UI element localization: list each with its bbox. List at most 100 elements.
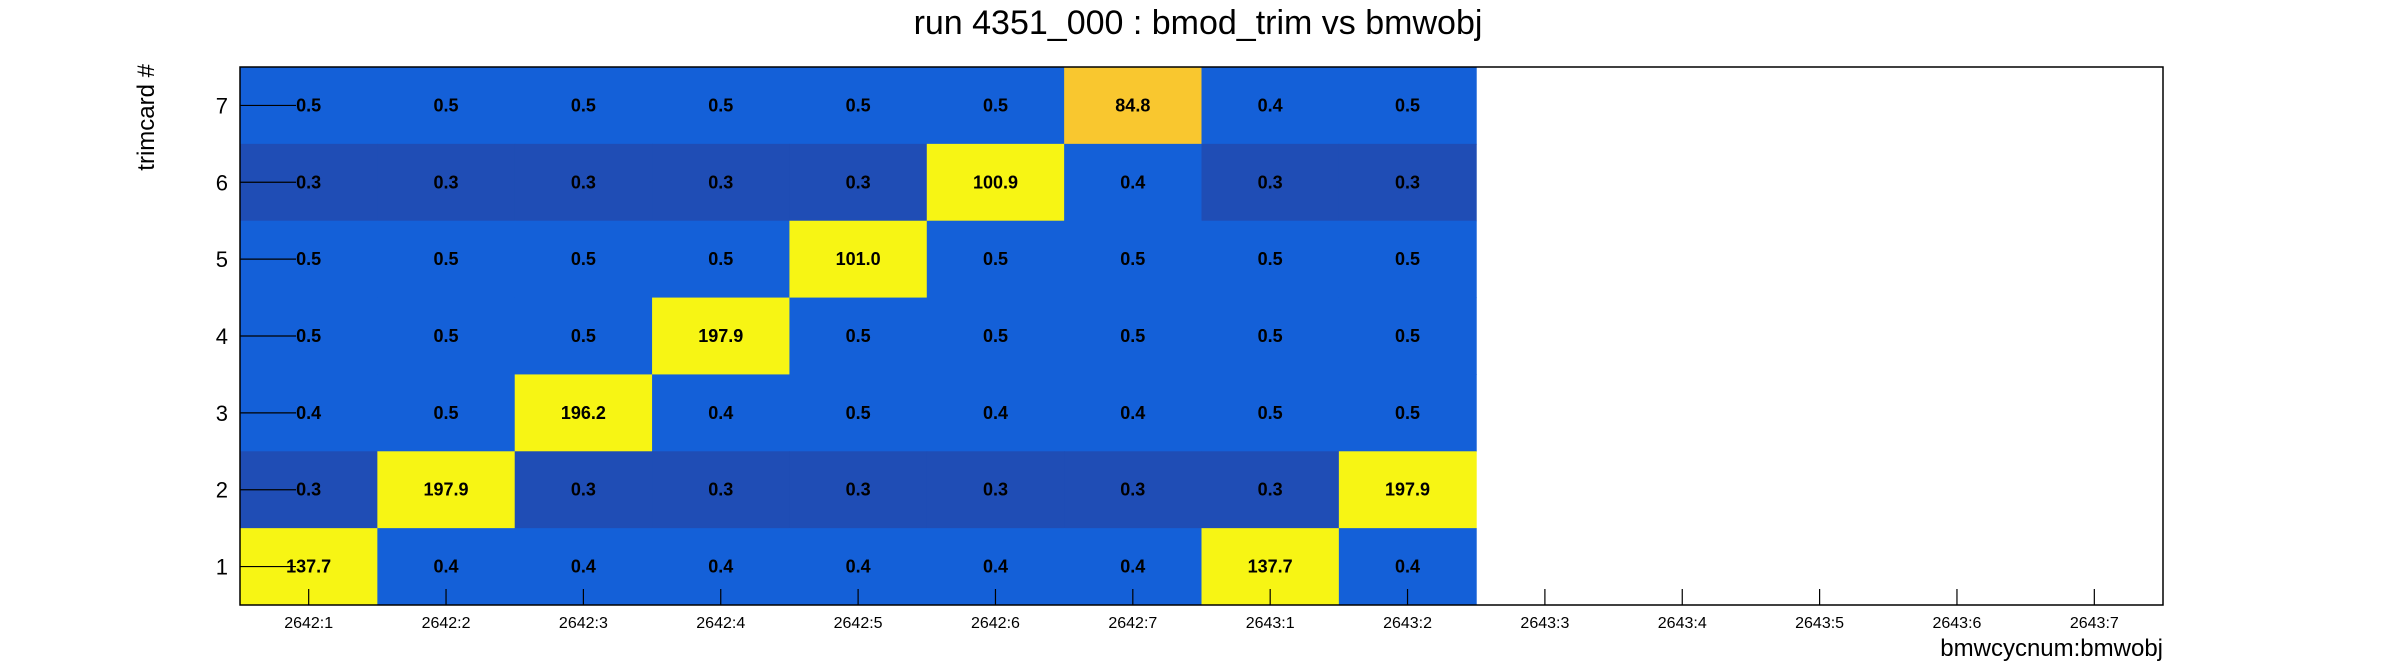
heatmap-cell xyxy=(652,143,790,222)
cell-value-label: 0.3 xyxy=(846,172,871,192)
heatmap-cell xyxy=(789,143,928,222)
heatmap-cell xyxy=(926,143,1065,222)
heatmap-cell xyxy=(789,220,928,299)
cell-value-label: 0.3 xyxy=(571,480,596,500)
heatmap-cell xyxy=(1201,451,1340,529)
y-axis-title: trimcard # xyxy=(133,63,160,170)
heatmap-cell xyxy=(1338,67,1477,145)
cell-value-label: 0.5 xyxy=(846,326,871,346)
cell-value-label: 0.4 xyxy=(983,557,1008,577)
heatmap-cell xyxy=(1064,374,1202,452)
x-tick-label: 2642:5 xyxy=(834,615,883,632)
x-axis-title: bmwcycnum:bmwobj xyxy=(1940,635,2163,662)
cell-value-label: 0.5 xyxy=(1395,403,1420,423)
x-tick-label: 2642:6 xyxy=(971,615,1020,632)
heatmap-cell xyxy=(377,451,516,529)
cell-value-label: 0.4 xyxy=(708,557,733,577)
heatmap-cell xyxy=(1338,143,1477,222)
cell-value-label: 0.5 xyxy=(983,249,1008,269)
heatmap-cell xyxy=(1064,67,1202,145)
cell-value-label: 0.3 xyxy=(1258,172,1283,192)
cell-value-label: 197.9 xyxy=(424,480,469,500)
plot-frame xyxy=(239,66,2164,606)
heatmap-cell xyxy=(377,143,516,222)
cell-value-label: 0.3 xyxy=(1395,172,1420,192)
heatmap-cell xyxy=(1201,220,1340,299)
heatmap-cell xyxy=(652,297,790,375)
x-tick-label: 2642:3 xyxy=(559,615,608,632)
heatmap-cell xyxy=(514,297,653,375)
heatmap-cell xyxy=(1338,374,1477,452)
cell-value-label: 0.4 xyxy=(571,557,596,577)
cell-value-label: 0.5 xyxy=(571,95,596,115)
heatmap-cell xyxy=(1064,220,1202,299)
cell-value-label: 0.5 xyxy=(846,403,871,423)
heatmap-cell xyxy=(1201,143,1340,222)
cell-value-label: 0.5 xyxy=(1395,95,1420,115)
heatmap-cell xyxy=(1201,297,1340,375)
axis-ticks: 1 2 3 4 5 6 7 2642:1 2642:2 2642:3 2642:4 2642:5 264… xyxy=(216,93,2119,632)
x-tick-label: 2642:4 xyxy=(696,615,745,632)
cell-value-label: 0.4 xyxy=(1395,557,1420,577)
cell-value-label: 0.5 xyxy=(571,249,596,269)
cell-value-label: 0.3 xyxy=(296,480,321,500)
heatmap-cell xyxy=(1338,220,1477,299)
cell-value-label: 0.5 xyxy=(1258,249,1283,269)
heatmap-cell xyxy=(789,297,928,375)
cell-value-label: 0.4 xyxy=(434,557,459,577)
chart-title: run 4351_000 : bmod_trim vs bmwobj xyxy=(914,4,1483,42)
heatmap-cell xyxy=(1064,451,1202,529)
heatmap-cells: 0.5 0.5 0.5 0.5 0.5 0.5 84.8 0.4 0.5 0.3 0.3 0.3 0.3… xyxy=(240,67,1477,606)
y-tick-label: 3 xyxy=(216,401,228,426)
cell-value-label: 0.3 xyxy=(983,480,1008,500)
heatmap-cell xyxy=(652,451,790,529)
heatmap-cell xyxy=(1201,374,1340,452)
cell-value-label: 0.5 xyxy=(1395,249,1420,269)
cell-value-label: 0.5 xyxy=(296,326,321,346)
cell-value-label: 0.5 xyxy=(1258,403,1283,423)
cell-value-label: 0.4 xyxy=(1258,95,1283,115)
cell-value-label: 0.3 xyxy=(296,172,321,192)
x-tick-label: 2642:2 xyxy=(422,615,471,632)
heatmap-cell xyxy=(1338,451,1477,529)
cell-value-label: 0.3 xyxy=(708,172,733,192)
y-tick-label: 4 xyxy=(216,324,228,349)
heatmap-cell xyxy=(514,451,653,529)
cell-value-label: 0.5 xyxy=(846,95,871,115)
heatmap-cell xyxy=(377,67,516,145)
cell-value-label: 0.5 xyxy=(708,95,733,115)
y-tick-label: 6 xyxy=(216,170,228,195)
heatmap-cell xyxy=(514,220,653,299)
cell-value-label: 197.9 xyxy=(698,326,743,346)
cell-value-label: 0.5 xyxy=(1120,326,1145,346)
heatmap-cell xyxy=(514,143,653,222)
heatmap-cell xyxy=(789,67,928,145)
heatmap-cell xyxy=(926,220,1065,299)
heatmap-cell xyxy=(926,451,1065,529)
heatmap-cell xyxy=(377,374,516,452)
heatmap-cell xyxy=(514,67,653,145)
cell-value-label: 0.5 xyxy=(983,326,1008,346)
cell-value-label: 0.5 xyxy=(434,326,459,346)
cell-value-label: 196.2 xyxy=(561,403,606,423)
heatmap-cell xyxy=(1064,143,1202,222)
cell-value-label: 0.5 xyxy=(434,249,459,269)
y-tick-label: 7 xyxy=(216,93,228,118)
x-tick-label: 2643:5 xyxy=(1795,615,1844,632)
cell-value-label: 197.9 xyxy=(1385,480,1430,500)
cell-value-label: 0.4 xyxy=(1120,403,1145,423)
heatmap-cell xyxy=(377,297,516,375)
cell-value-label: 84.8 xyxy=(1115,95,1150,115)
cell-value-label: 0.5 xyxy=(571,326,596,346)
cell-value-label: 137.7 xyxy=(1248,557,1293,577)
cell-value-label: 0.5 xyxy=(296,249,321,269)
heatmap-cell xyxy=(652,374,790,452)
heatmap-cell xyxy=(789,451,928,529)
cell-value-label: 0.4 xyxy=(983,403,1008,423)
cell-value-label: 0.5 xyxy=(434,95,459,115)
cell-value-label: 0.4 xyxy=(296,403,321,423)
cell-value-label: 0.5 xyxy=(434,403,459,423)
heatmap-cell xyxy=(377,220,516,299)
cell-value-label: 0.5 xyxy=(983,95,1008,115)
